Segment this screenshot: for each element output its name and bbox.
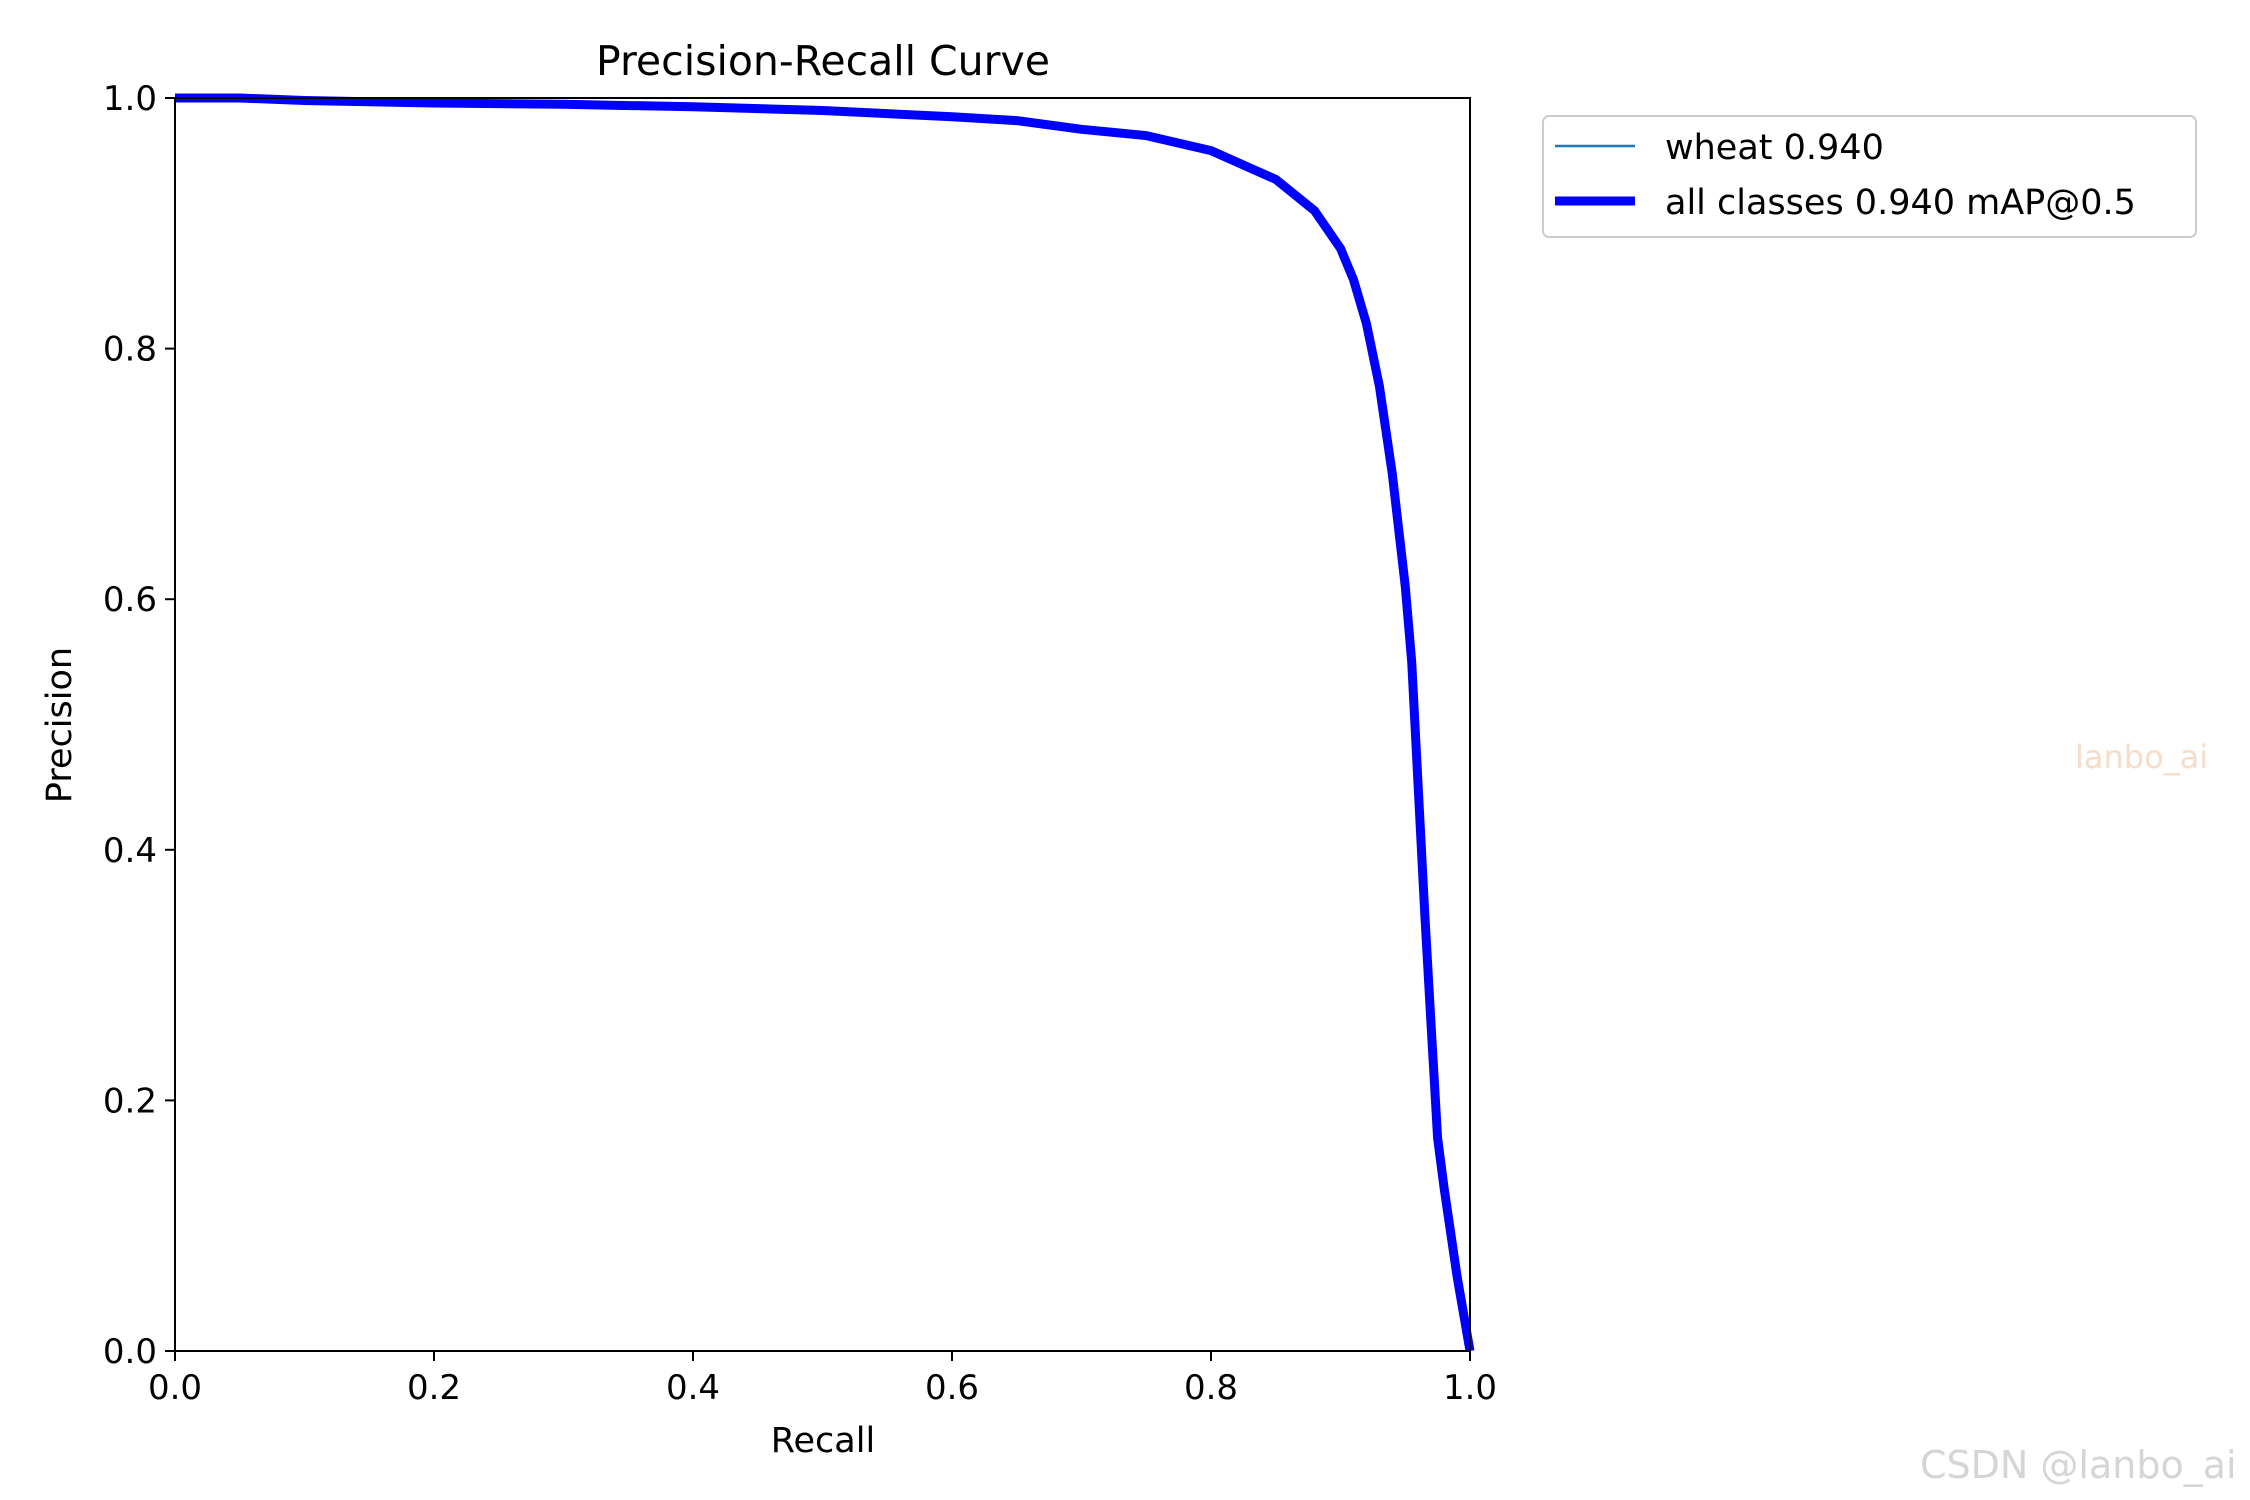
x-tick-label: 1.0 — [1443, 1368, 1497, 1408]
watermark-footer: CSDN @lanbo_ai — [1920, 1443, 2237, 1487]
y-tick-label: 0.2 — [103, 1081, 157, 1121]
y-axis-label: Precision — [40, 647, 80, 803]
series-line-1 — [175, 93, 1475, 1352]
legend-box — [1542, 115, 2197, 238]
legend-label-wheat: wheat 0.940 — [1665, 128, 1884, 168]
chart-title: Precision-Recall Curve — [596, 37, 1050, 85]
y-tick-label: 0.0 — [103, 1332, 157, 1372]
x-tick-label: 0.4 — [666, 1368, 720, 1408]
watermark-faint: lanbo_ai — [2075, 738, 2208, 776]
y-ticks: 0.0 0.2 0.4 0.6 0.8 1.0 — [103, 79, 175, 1372]
plot-area — [175, 98, 1470, 1351]
y-tick-label: 0.4 — [103, 831, 157, 871]
x-tick-label: 0.2 — [407, 1368, 461, 1408]
x-tick-label: 0.0 — [148, 1368, 202, 1408]
x-axis-label: Recall — [771, 1421, 875, 1461]
y-tick-label: 1.0 — [103, 79, 157, 119]
x-tick-label: 0.8 — [1184, 1368, 1238, 1408]
series-layer — [175, 93, 1475, 1352]
x-tick-label: 0.6 — [925, 1368, 979, 1408]
legend: wheat 0.940 all classes 0.940 mAP@0.5 — [1542, 115, 2197, 238]
y-tick-label: 0.6 — [103, 580, 157, 620]
legend-label-all-classes: all classes 0.940 mAP@0.5 — [1665, 183, 2136, 223]
x-ticks: 0.0 0.2 0.4 0.6 0.8 1.0 — [148, 1351, 1497, 1408]
axes-frame — [174, 97, 1471, 1352]
y-tick-label: 0.8 — [103, 330, 157, 370]
